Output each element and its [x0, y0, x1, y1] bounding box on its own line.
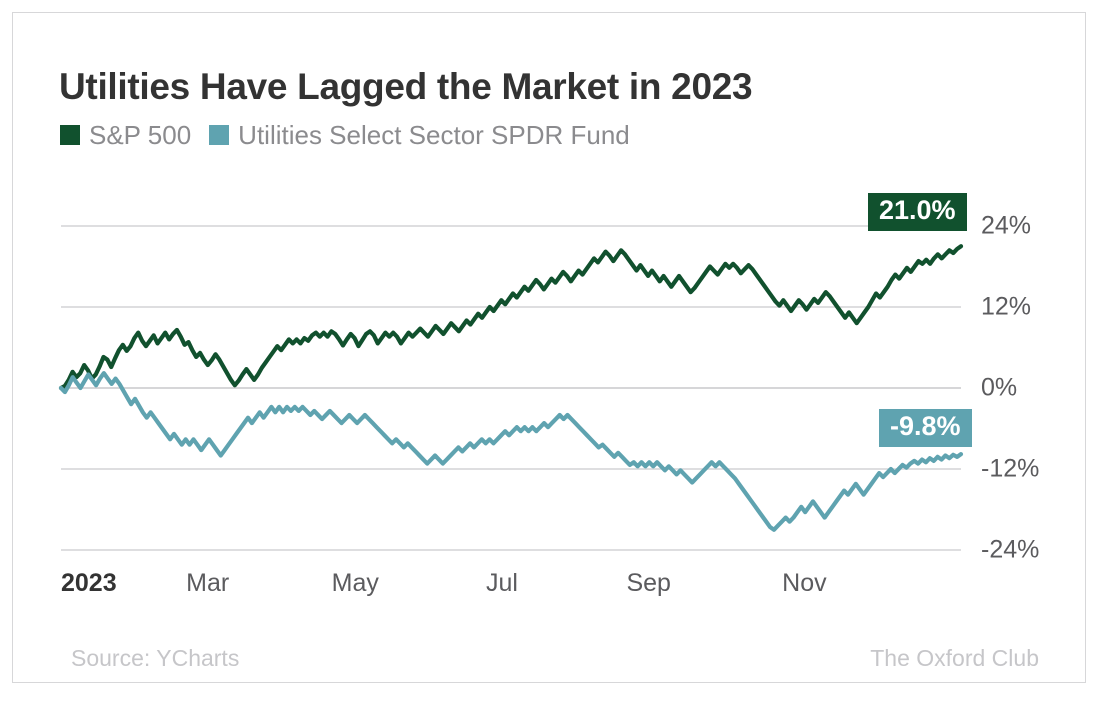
x-axis-tick-label: Sep	[626, 569, 671, 597]
legend-item-spx[interactable]: S&P 500	[60, 122, 191, 148]
chart-title: Utilities Have Lagged the Market in 2023	[59, 66, 753, 107]
x-axis-tick-label: Jul	[486, 569, 518, 597]
brand-label: The Oxford Club	[870, 645, 1039, 671]
y-axis-tick-label: 24%	[981, 211, 1032, 240]
chart-plot-area	[58, 225, 964, 551]
legend-label-spx: S&P 500	[89, 120, 192, 150]
y-axis-tick-label: -24%	[981, 535, 1040, 564]
series-line-spx	[58, 244, 964, 391]
x-axis-tick-label: Mar	[186, 569, 230, 597]
chart-card: Utilities Have Lagged the Market in 2023…	[12, 12, 1086, 683]
x-axis-tick-label: 2023	[61, 569, 117, 597]
legend-item-xlu[interactable]: Utilities Select Sector SPDR Fund	[209, 122, 630, 148]
legend-swatch-icon	[60, 125, 80, 145]
y-axis-tick-label: 12%	[981, 292, 1032, 321]
series-line-xlu	[58, 371, 964, 532]
chart-series-lines	[58, 244, 964, 532]
end-value-badge-spx: 21.0%	[868, 193, 967, 231]
x-axis-tick-label: Nov	[782, 569, 827, 597]
y-axis-tick-label: 0%	[981, 373, 1018, 402]
chart-legend: S&P 500 Utilities Select Sector SPDR Fun…	[60, 122, 630, 148]
y-axis-tick-label: -12%	[981, 454, 1040, 483]
legend-swatch-icon	[209, 125, 230, 145]
source-label: Source: YCharts	[71, 645, 240, 671]
legend-label-xlu: Utilities Select Sector SPDR Fund	[238, 120, 630, 150]
x-axis-tick-label: May	[331, 569, 379, 597]
chart-gridlines	[61, 225, 961, 551]
end-value-badge-xlu: -9.8%	[879, 409, 972, 447]
